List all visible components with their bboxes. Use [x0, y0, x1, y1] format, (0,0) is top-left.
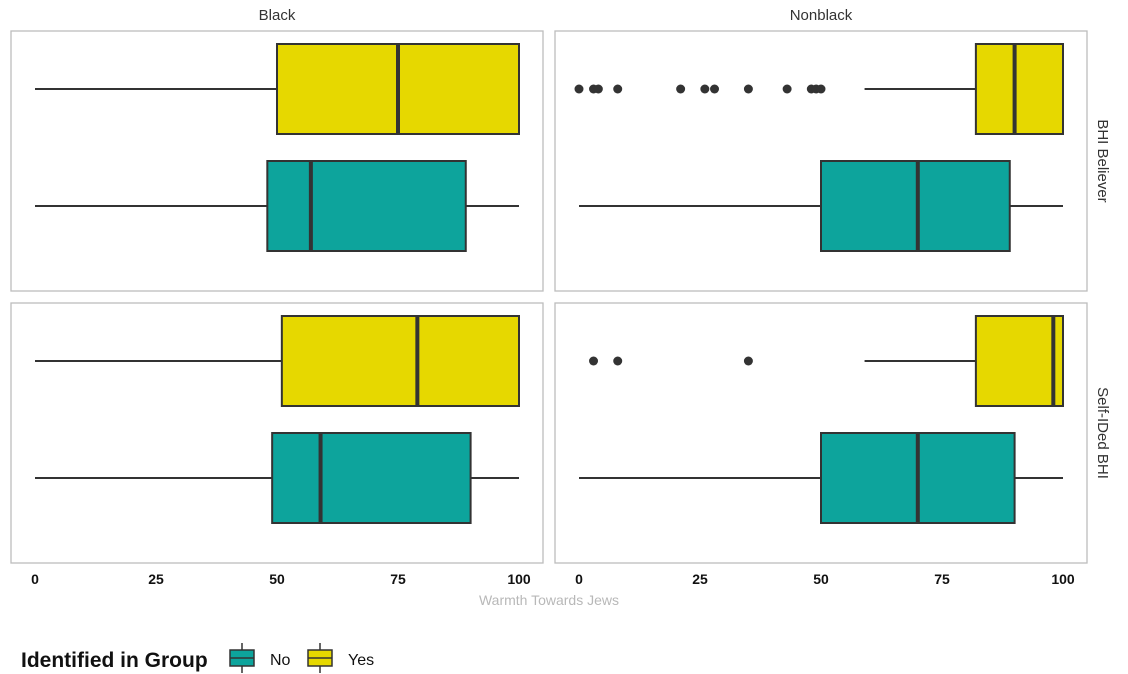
outlier-point [816, 84, 826, 94]
outlier-point [700, 84, 710, 94]
outlier-point [574, 84, 584, 94]
outlier-point [613, 356, 623, 366]
box-yes [974, 315, 1065, 407]
x-axis-title: Warmth Towards Jews [479, 592, 619, 608]
outlier-point [676, 84, 686, 94]
legend-title: Identified in Group [21, 649, 208, 672]
facet-row-label-self-ided-bhi: Self-IDed BHI [1094, 387, 1111, 479]
x-tick-label: 50 [269, 571, 285, 587]
outlier-point [593, 84, 603, 94]
facet-column-label-nonblack: Nonblack [790, 7, 853, 24]
x-tick-label: 100 [1051, 571, 1075, 587]
x-tick-label: 25 [692, 571, 708, 587]
outlier-point [613, 84, 623, 94]
box-no [820, 160, 1011, 252]
legend-label-no: No [270, 652, 291, 669]
x-tick-label: 100 [507, 571, 531, 587]
x-tick-label: 0 [575, 571, 583, 587]
legend-label-yes: Yes [348, 652, 374, 669]
x-tick-label: 0 [31, 571, 39, 587]
facet-row-label-bhi-believer: BHI Believer [1094, 119, 1111, 202]
x-tick-label: 75 [390, 571, 406, 587]
x-tick-label: 75 [934, 571, 950, 587]
box-no [266, 160, 467, 252]
outlier-point [743, 356, 753, 366]
outlier-point [710, 84, 720, 94]
box-no [271, 432, 472, 524]
outlier-point [782, 84, 792, 94]
outlier-point [743, 84, 753, 94]
box-yes [280, 315, 520, 407]
x-tick-label: 50 [813, 571, 829, 587]
x-tick-label: 25 [148, 571, 164, 587]
outlier-point [589, 356, 599, 366]
box-yes [974, 43, 1065, 135]
facet-column-label-black: Black [259, 7, 296, 24]
